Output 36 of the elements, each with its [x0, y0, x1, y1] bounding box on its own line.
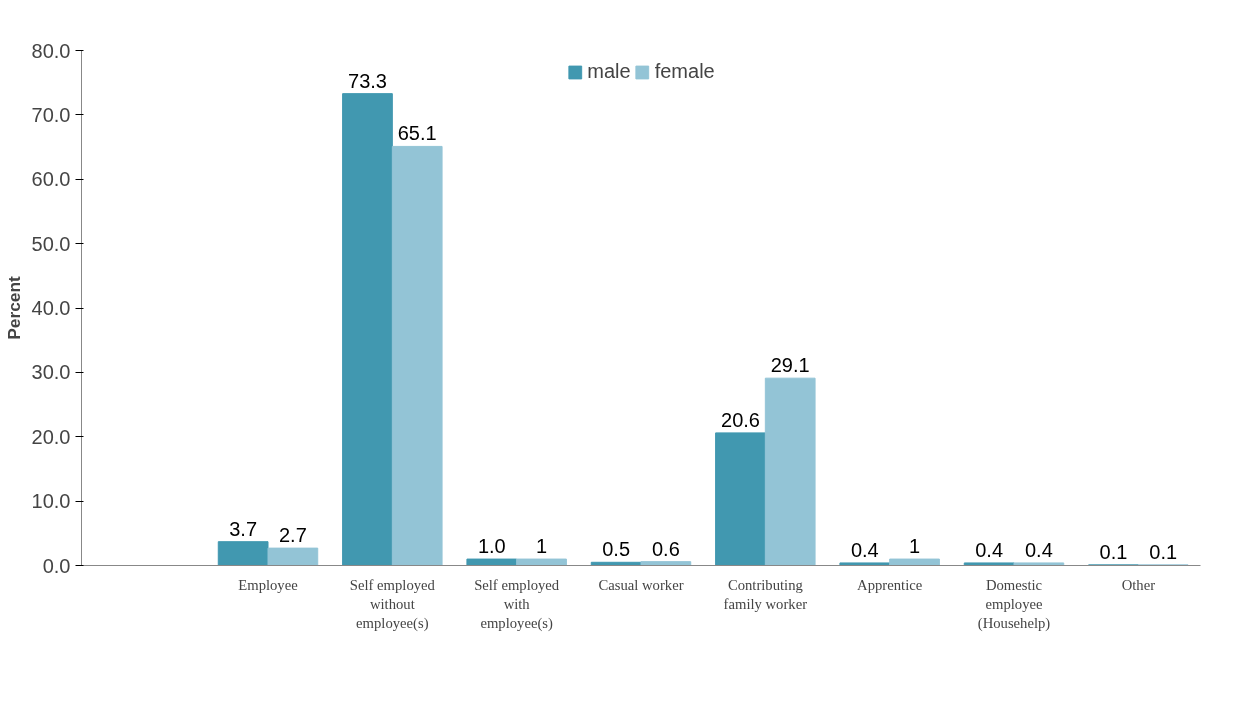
x-tick-label: Employee: [238, 576, 298, 593]
data-label: 0.1: [1149, 540, 1178, 563]
data-label: 0.4: [1024, 538, 1053, 561]
y-axis-title: Percent: [3, 275, 24, 340]
data-label: 73.3: [348, 69, 387, 92]
data-label: 1.0: [477, 535, 506, 558]
data-label: 1: [908, 535, 921, 558]
y-tick-label: 40.0: [31, 297, 71, 319]
y-tick-label: 0.0: [42, 554, 71, 577]
y-tick-label: 70.0: [31, 103, 71, 126]
x-tick-label: Contributing family worker: [723, 576, 808, 612]
data-label: 65.1: [397, 122, 437, 145]
y-tick-label: 80.0: [31, 39, 71, 62]
data-label: 0.5: [602, 538, 631, 561]
data-label: 0.6: [651, 537, 680, 560]
data-label: 29.1: [770, 354, 810, 377]
data-label: 0.4: [975, 538, 1004, 561]
data-label: 3.7: [229, 517, 258, 540]
data-label: 0.1: [1099, 540, 1128, 563]
x-tick-label: Casual worker: [598, 576, 684, 593]
x-tick-label: Domestic employee (Househelp): [977, 576, 1051, 632]
data-label: 0.4: [850, 538, 879, 561]
data-label: 2.7: [278, 524, 307, 547]
y-tick-label: 10.0: [31, 490, 71, 513]
y-tick-label: 20.0: [31, 425, 71, 448]
data-label: 1: [535, 535, 548, 558]
legend-label: female: [654, 60, 715, 83]
y-tick-label: 30.0: [31, 361, 71, 384]
x-tick-label: Other: [1121, 576, 1156, 593]
x-tick-label: Self employed with employee(s): [474, 576, 560, 632]
y-tick-label: 60.0: [31, 168, 71, 191]
legend-label: male: [587, 60, 631, 83]
y-tick-label: 50.0: [31, 232, 71, 255]
x-tick-label: Self employed without employee(s): [349, 576, 436, 632]
x-tick-label: Apprentice: [857, 576, 923, 593]
data-label: 20.6: [721, 408, 760, 431]
